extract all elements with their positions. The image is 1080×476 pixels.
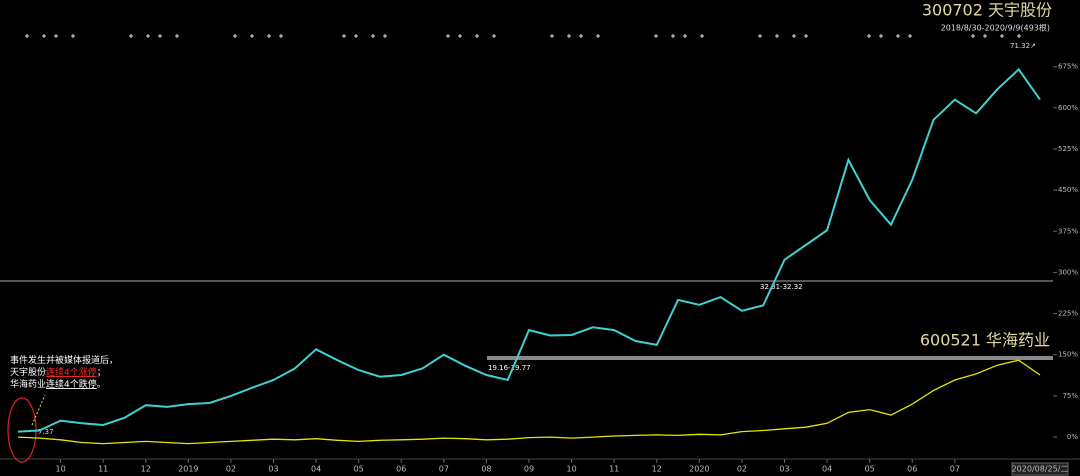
note-text: 。 — [97, 380, 106, 390]
marker — [579, 34, 583, 38]
x-tick-label: 11 — [98, 465, 108, 474]
marker — [683, 34, 687, 38]
marker — [492, 34, 496, 38]
marker — [158, 34, 162, 38]
annotation: 7.37 — [38, 428, 54, 436]
note-text: 连续4个跌停 — [46, 378, 97, 390]
y-tick-label: 450% — [1058, 186, 1078, 194]
x-tick-label: 12 — [141, 465, 151, 474]
x-tick-label: 06 — [907, 465, 917, 474]
x-tick-label: 10 — [55, 465, 65, 474]
note-text: 连续4个涨停 — [46, 366, 97, 378]
marker — [25, 34, 29, 38]
marker — [700, 34, 704, 38]
marker — [383, 34, 387, 38]
marker — [475, 34, 479, 38]
marker — [758, 34, 762, 38]
marker — [596, 34, 600, 38]
y-tick-label: 150% — [1058, 351, 1078, 359]
x-tick-label: 05 — [865, 465, 875, 474]
note-text: 天宇股份 — [10, 366, 46, 378]
note-text: ； — [97, 368, 106, 378]
annotation: 19.16-19.77 — [488, 364, 531, 372]
marker — [42, 34, 46, 38]
x-tick-label: 02 — [737, 465, 747, 474]
marker — [1017, 34, 1021, 38]
x-tick-label: 12 — [652, 465, 662, 474]
y-tick-label: 525% — [1058, 145, 1078, 153]
marker — [896, 34, 900, 38]
legend-label: 600521 华海药业 — [920, 331, 1050, 350]
note-text: 事件发生并被媒体报道后， — [10, 354, 118, 366]
cursor-box — [1011, 462, 1069, 476]
marker-row — [25, 34, 1021, 38]
x-tick-label: 04 — [822, 465, 832, 474]
note-line: 天宇股份连续4个涨停； — [10, 366, 106, 378]
marker — [250, 34, 254, 38]
y-tick-label: 300% — [1058, 268, 1078, 276]
marker — [175, 34, 179, 38]
x-tick-label: 08 — [481, 465, 491, 474]
x-tick-label: 07 — [950, 465, 960, 474]
marker — [804, 34, 808, 38]
x-tick-label: 03 — [779, 465, 789, 474]
note: 事件发生并被媒体报道后，天宇股份连续4个涨停；华海药业连续4个跌停。 — [10, 354, 118, 390]
annotation: 71.32↗ — [1010, 42, 1036, 50]
marker — [1000, 34, 1004, 38]
marker — [458, 34, 462, 38]
marker — [233, 34, 237, 38]
x-tick-label: 09 — [524, 465, 534, 474]
marker — [371, 34, 375, 38]
x-tick-label: 02 — [226, 465, 236, 474]
chart-title: 300702 天宇股份 — [922, 1, 1052, 20]
marker — [71, 34, 75, 38]
x-tick-label: 03 — [268, 465, 278, 474]
marker — [279, 34, 283, 38]
x-tick-label: 04 — [311, 465, 321, 474]
marker — [129, 34, 133, 38]
x-tick-label: 07 — [439, 465, 449, 474]
marker — [567, 34, 571, 38]
note-line: 事件发生并被媒体报道后， — [10, 354, 118, 366]
series-line — [17, 67, 1041, 433]
marker — [550, 34, 554, 38]
y-tick-label: 225% — [1058, 310, 1078, 318]
marker — [354, 34, 358, 38]
marker — [671, 34, 675, 38]
y-tick-label: 600% — [1058, 104, 1078, 112]
note-line: 华海药业连续4个跌停。 — [10, 378, 106, 390]
marker — [879, 34, 883, 38]
level-band — [487, 356, 1053, 360]
y-tick-label: 0% — [1067, 433, 1078, 441]
marker — [971, 34, 975, 38]
marker — [146, 34, 150, 38]
x-tick-label: 2019 — [178, 465, 198, 474]
x-tick-label: 2020 — [689, 465, 709, 474]
marker — [867, 34, 871, 38]
marker — [654, 34, 658, 38]
pointer — [31, 394, 46, 426]
marker — [983, 34, 987, 38]
y-tick-label: 675% — [1058, 63, 1078, 71]
y-tick-label: 375% — [1058, 227, 1078, 235]
note-text: 华海药业 — [10, 378, 46, 390]
marker — [342, 34, 346, 38]
marker — [908, 34, 912, 38]
y-tick-label: 75% — [1062, 392, 1078, 400]
chart-subtitle: 2018/8/30-2020/9/9(493根) — [941, 23, 1050, 33]
annotation: 32.31-32.32 — [760, 283, 803, 291]
x-tick-label: 10 — [566, 465, 576, 474]
marker — [792, 34, 796, 38]
marker — [54, 34, 58, 38]
marker — [267, 34, 271, 38]
x-tick-label: 05 — [354, 465, 364, 474]
series-line — [17, 359, 1041, 445]
x-tick-label: 06 — [396, 465, 406, 474]
x-tick-label: 11 — [609, 465, 619, 474]
marker — [775, 34, 779, 38]
marker — [446, 34, 450, 38]
x-tick-label: 2020/08/25/二 — [1012, 465, 1069, 474]
